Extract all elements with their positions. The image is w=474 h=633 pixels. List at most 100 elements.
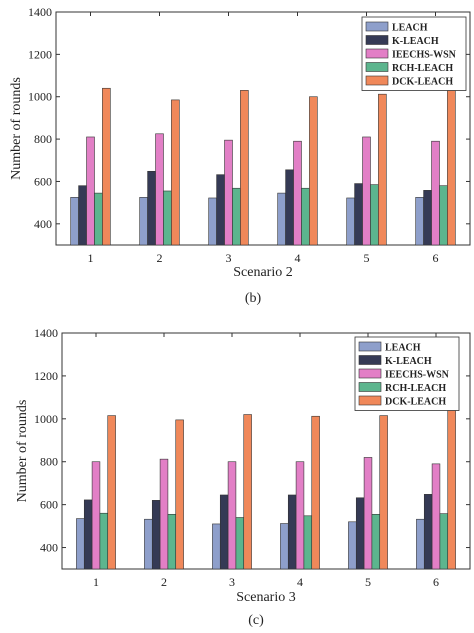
bar-dck-leach-6 xyxy=(447,408,456,570)
bar-leach-1 xyxy=(76,518,85,570)
y-axis-label: Number of rounds xyxy=(9,77,24,180)
bar-rch-leach-1 xyxy=(99,512,109,570)
y-tick-label: 1000 xyxy=(28,90,52,104)
x-tick-label: 3 xyxy=(229,575,235,589)
bar-leach-4 xyxy=(280,523,289,570)
bar-k-leach-4 xyxy=(285,169,294,246)
bar-k-leach-6 xyxy=(423,494,433,570)
bar-dck-leach-1 xyxy=(102,87,111,246)
x-tick-label: 1 xyxy=(93,575,99,589)
y-tick-label: 400 xyxy=(40,541,58,555)
bar-rch-leach-5 xyxy=(370,184,379,246)
y-tick-label: 800 xyxy=(34,132,52,146)
y-tick-label: 1200 xyxy=(34,369,58,383)
bar-leach-5 xyxy=(346,197,355,246)
bar-rch-leach-3 xyxy=(232,187,241,246)
bar-leach-2 xyxy=(139,197,148,246)
legend: LEACH K-LEACH IEECHS-WSN RCH-LEACH DCK-LEACH xyxy=(361,16,467,91)
bar-dck-leach-4 xyxy=(309,96,318,246)
bar-dck-leach-1 xyxy=(107,415,116,570)
legend-swatch xyxy=(358,382,382,392)
y-tick-label: 1000 xyxy=(34,412,58,426)
bar-k-leach-3 xyxy=(219,494,229,570)
bar-ieechs-wsn-1 xyxy=(91,461,101,570)
legend-swatch xyxy=(365,48,389,59)
bar-rch-leach-2 xyxy=(167,513,177,570)
bar-dck-leach-2 xyxy=(175,419,184,570)
legend-swatch xyxy=(358,355,382,365)
chart-panel-1: 400 600 800 1000 1200 1400 1 2 3 4 5 6 Scenario 2 Num… xyxy=(9,5,471,306)
legend-label: LEACH xyxy=(385,343,421,354)
bar-k-leach-4 xyxy=(287,494,297,570)
y-tick-label: 600 xyxy=(40,498,58,512)
x-tick-label: 5 xyxy=(364,251,370,265)
bar-dck-leach-2 xyxy=(171,99,180,246)
bar-ieechs-wsn-6 xyxy=(431,140,440,246)
bar-rch-leach-4 xyxy=(303,515,313,570)
legend-label: K-LEACH xyxy=(392,36,439,47)
bar-leach-4 xyxy=(277,192,286,246)
bar-ieechs-wsn-5 xyxy=(362,136,371,246)
legend-swatch xyxy=(358,341,382,352)
bar-dck-leach-6 xyxy=(447,89,456,246)
chart-panel-2: 400 600 800 1000 1200 1400 1 2 3 4 5 6 Scenario 3 Num… xyxy=(15,326,471,628)
bar-k-leach-6 xyxy=(423,190,432,246)
legend-label: LEACH xyxy=(392,23,428,34)
x-tick-label: 2 xyxy=(161,575,167,589)
bar-dck-leach-4 xyxy=(311,415,320,570)
bar-ieechs-wsn-4 xyxy=(295,461,305,570)
x-tick-label: 4 xyxy=(297,575,303,589)
bar-rch-leach-6 xyxy=(439,185,448,246)
bar-dck-leach-3 xyxy=(240,90,249,246)
bar-ieechs-wsn-2 xyxy=(159,458,169,570)
bar-ieechs-wsn-4 xyxy=(293,140,302,246)
bar-k-leach-3 xyxy=(216,174,225,246)
bar-leach-3 xyxy=(208,197,217,246)
bar-leach-5 xyxy=(348,521,357,570)
legend-label: RCH-LEACH xyxy=(385,383,446,394)
y-axis-label: Number of rounds xyxy=(15,400,30,503)
bar-ieechs-wsn-3 xyxy=(224,139,233,246)
x-tick-label: 5 xyxy=(365,575,371,589)
bar-rch-leach-2 xyxy=(163,190,172,246)
legend-label: IEECHS-WSN xyxy=(385,370,450,381)
bar-ieechs-wsn-2 xyxy=(155,133,164,246)
legend-label: DCK-LEACH xyxy=(385,397,446,408)
bar-k-leach-2 xyxy=(147,170,156,246)
x-axis-label: Scenario 3 xyxy=(236,590,295,605)
bar-k-leach-5 xyxy=(355,497,365,570)
y-tick-label: 400 xyxy=(34,217,52,231)
y-tick-label: 600 xyxy=(34,174,52,188)
bar-k-leach-1 xyxy=(78,185,87,246)
bar-ieechs-wsn-5 xyxy=(363,457,373,570)
legend-label: RCH-LEACH xyxy=(392,63,453,74)
legend-swatch xyxy=(358,395,382,406)
x-axis-label: Scenario 2 xyxy=(233,265,292,280)
bar-dck-leach-3 xyxy=(243,414,252,570)
bar-k-leach-1 xyxy=(83,499,93,570)
bar-dck-leach-5 xyxy=(378,93,387,246)
bar-k-leach-5 xyxy=(354,183,363,246)
legend-swatch xyxy=(365,75,389,86)
legend-swatch xyxy=(365,62,389,72)
bar-rch-leach-1 xyxy=(94,192,103,246)
bar-rch-leach-3 xyxy=(235,517,245,570)
legend-swatch xyxy=(365,35,389,45)
bar-ieechs-wsn-1 xyxy=(86,136,95,246)
panel-caption: (c) xyxy=(248,613,264,628)
legend-swatch xyxy=(358,368,382,379)
x-tick-label: 4 xyxy=(295,251,301,265)
bar-ieechs-wsn-6 xyxy=(431,463,441,570)
bar-rch-leach-5 xyxy=(371,513,381,570)
x-tick-label: 6 xyxy=(433,575,439,589)
y-tick-label: 800 xyxy=(40,455,58,469)
legend-label: DCK-LEACH xyxy=(392,77,453,88)
bar-leach-6 xyxy=(415,197,424,246)
bar-leach-1 xyxy=(70,197,79,246)
bar-k-leach-2 xyxy=(151,500,161,570)
bar-rch-leach-6 xyxy=(439,513,449,570)
legend-label: K-LEACH xyxy=(385,356,432,367)
y-tick-label: 1200 xyxy=(28,47,52,61)
x-tick-label: 2 xyxy=(157,251,163,265)
